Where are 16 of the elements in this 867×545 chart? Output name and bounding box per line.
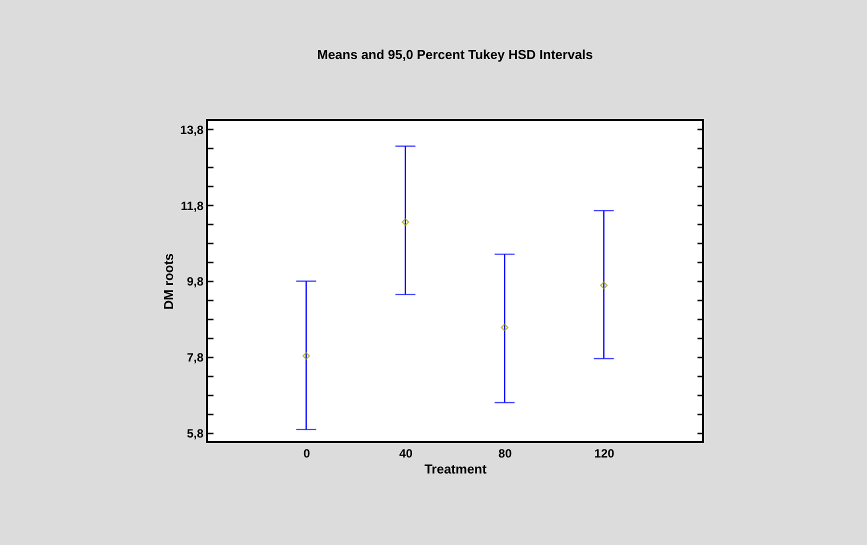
point xyxy=(402,218,410,226)
y-tick-label: 9,8 xyxy=(186,274,204,289)
x-tick-label: 0 xyxy=(303,446,310,460)
y-tick-label: 7,8 xyxy=(186,350,204,365)
y-tick-label: 5,8 xyxy=(186,426,204,440)
x-tick-label: 40 xyxy=(399,446,413,460)
point xyxy=(600,282,608,290)
point xyxy=(500,324,508,332)
y-axis-title: DM roots xyxy=(161,253,176,310)
y-tick-label: 11,8 xyxy=(180,198,204,213)
x-tick-label: 80 xyxy=(498,446,512,460)
y-tick-label: 13,8 xyxy=(180,122,204,137)
point xyxy=(302,352,310,360)
x-axis-title: Treatment xyxy=(424,462,488,476)
x-tick-label: 120 xyxy=(594,446,615,460)
chart-title: Means and 95,0 Percent Tukey HSD Intervals xyxy=(317,47,593,62)
